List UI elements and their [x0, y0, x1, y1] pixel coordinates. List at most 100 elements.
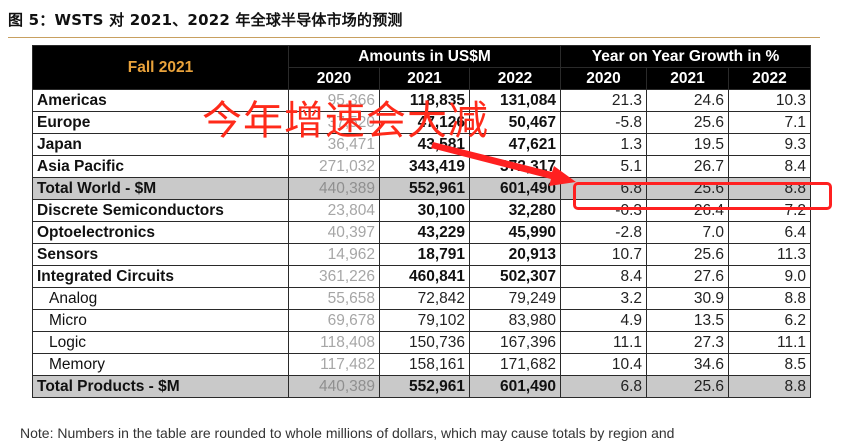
- growth-cell: -5.8: [560, 111, 648, 134]
- row-label: Total Products - $M: [32, 375, 289, 398]
- growth-cell: 6.4: [728, 221, 812, 244]
- growth-cell: 1.3: [560, 133, 648, 156]
- growth-cell: 11.3: [728, 243, 812, 266]
- corner-label: Fall 2021: [32, 45, 289, 90]
- amount-cell: 118,408: [288, 331, 380, 354]
- growth-cell: 8.5: [728, 353, 812, 376]
- row-label: Japan: [32, 133, 289, 156]
- growth-cell: 34.6: [646, 353, 730, 376]
- growth-cell: 10.3: [728, 89, 812, 112]
- growth-cell: 7.1: [728, 111, 812, 134]
- amount-cell: 40,397: [288, 221, 380, 244]
- row-label: Analog: [32, 287, 289, 310]
- amount-cell: 45,990: [468, 221, 562, 244]
- growth-cell: 11.1: [728, 331, 812, 354]
- growth-cell: 9.0: [728, 265, 812, 288]
- growth-cell: 25.6: [646, 375, 730, 398]
- caption-divider: [8, 37, 820, 38]
- growth-cell: 11.1: [560, 331, 648, 354]
- growth-cell: 6.2: [728, 309, 812, 332]
- row-label: Micro: [32, 309, 289, 332]
- year-header: 2021: [379, 67, 470, 90]
- row-label: Integrated Circuits: [32, 265, 289, 288]
- growth-cell: 26.7: [646, 155, 730, 178]
- growth-group-header: Year on Year Growth in %: [560, 45, 812, 68]
- amount-cell: 43,581: [379, 133, 470, 156]
- table-row: Discrete Semiconductors 23,804 30,100 32,28…: [32, 199, 812, 222]
- amount-cell: 167,396: [468, 331, 562, 354]
- amount-cell: 440,389: [288, 177, 380, 200]
- row-label: Sensors: [32, 243, 289, 266]
- year-header: 2021: [646, 67, 730, 90]
- amount-cell: 55,658: [288, 287, 380, 310]
- row-label: Logic: [32, 331, 289, 354]
- growth-cell: 8.8: [728, 287, 812, 310]
- amount-cell: 271,032: [288, 155, 380, 178]
- growth-cell: 25.6: [646, 111, 730, 134]
- amount-cell: 601,490: [468, 375, 562, 398]
- amounts-group-header: Amounts in US$M: [287, 45, 562, 68]
- amount-cell: 440,389: [288, 375, 380, 398]
- growth-cell: 8.8: [728, 375, 812, 398]
- amount-cell: 69,678: [288, 309, 380, 332]
- row-label: Total World - $M: [32, 177, 289, 200]
- amount-cell: 36,471: [288, 133, 380, 156]
- growth-cell: 8.4: [728, 155, 812, 178]
- figure-caption: 图 5：WSTS 对 2021、2022 年全球半导体市场的预测: [8, 11, 403, 29]
- amount-cell: 95,366: [288, 89, 380, 112]
- table-row: Sensors 14,962 18,791 20,913 10.7 25.6 11.3: [32, 243, 812, 266]
- year-header: 2022: [468, 67, 562, 90]
- amount-cell: 23,804: [288, 199, 380, 222]
- row-label: Optoelectronics: [32, 221, 289, 244]
- table-row: Americas 95,366 118,835 131,084 21.3 24.6 10.3: [32, 89, 812, 112]
- amount-cell: 118,835: [379, 89, 470, 112]
- table-row: Optoelectronics 40,397 43,229 45,990 -2.8 7.0…: [32, 221, 812, 244]
- row-label: Asia Pacific: [32, 155, 289, 178]
- amount-cell: 117,482: [288, 353, 380, 376]
- amount-cell: 502,307: [468, 265, 562, 288]
- year-header: 2020: [288, 67, 380, 90]
- year-header: 2020: [560, 67, 648, 90]
- table-row: Total Products - $M 440,389 552,961 601,490…: [32, 375, 812, 398]
- amount-cell: 18,791: [379, 243, 470, 266]
- row-label: Americas: [32, 89, 289, 112]
- growth-cell: 13.5: [646, 309, 730, 332]
- table-note: Note: Numbers in the table are rounded t…: [20, 425, 675, 441]
- table-row: Integrated Circuits 361,226 460,841 502,307…: [32, 265, 812, 288]
- growth-cell: -2.8: [560, 221, 648, 244]
- wsts-forecast-table: Fall 2021 Amounts in US$M Year on Year G…: [32, 45, 812, 398]
- amount-cell: 552,961: [379, 375, 470, 398]
- growth-cell: 10.7: [560, 243, 648, 266]
- growth-cell: 24.6: [646, 89, 730, 112]
- growth-cell: 6.8: [560, 375, 648, 398]
- amount-cell: 20,913: [468, 243, 562, 266]
- growth-cell: 10.4: [560, 353, 648, 376]
- amount-cell: 30,100: [379, 199, 470, 222]
- amount-cell: 79,102: [379, 309, 470, 332]
- amount-cell: 343,419: [379, 155, 470, 178]
- amount-cell: 552,961: [379, 177, 470, 200]
- growth-cell: 8.4: [560, 265, 648, 288]
- table-row: Asia Pacific 271,032 343,419 372,317 5.1 26.7…: [32, 155, 812, 178]
- year-header: 2022: [728, 67, 812, 90]
- amount-cell: 14,962: [288, 243, 380, 266]
- amount-cell: 158,161: [379, 353, 470, 376]
- amount-cell: 131,084: [468, 89, 562, 112]
- amount-cell: 372,317: [468, 155, 562, 178]
- amount-cell: 601,490: [468, 177, 562, 200]
- amount-cell: 150,736: [379, 331, 470, 354]
- amount-cell: 171,682: [468, 353, 562, 376]
- amount-cell: 83,980: [468, 309, 562, 332]
- growth-cell: 30.9: [646, 287, 730, 310]
- growth-cell: 5.1: [560, 155, 648, 178]
- amount-cell: 47,126: [379, 111, 470, 134]
- amount-cell: 72,842: [379, 287, 470, 310]
- amount-cell: 460,841: [379, 265, 470, 288]
- row-label: Europe: [32, 111, 289, 134]
- table-row: Logic 118,408 150,736 167,396 11.1 27.3 11.1: [32, 331, 812, 354]
- amount-cell: 50,467: [468, 111, 562, 134]
- amount-cell: 32,280: [468, 199, 562, 222]
- table-row: Analog 55,658 72,842 79,249 3.2 30.9 8.8: [32, 287, 812, 310]
- growth-cell: 9.3: [728, 133, 812, 156]
- growth-cell: 27.6: [646, 265, 730, 288]
